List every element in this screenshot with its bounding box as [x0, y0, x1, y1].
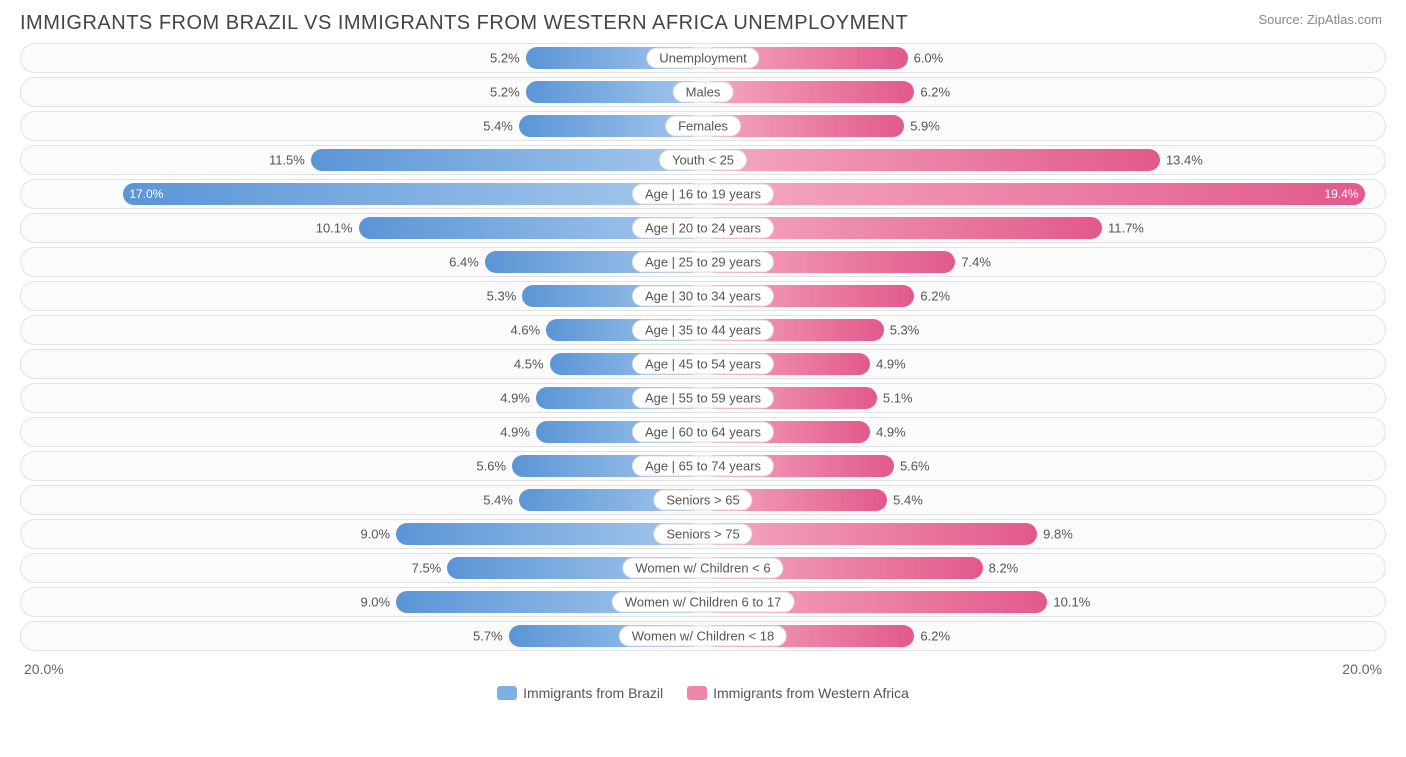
category-label: Age | 65 to 74 years	[632, 456, 774, 477]
bar-left-value: 7.5%	[412, 561, 442, 576]
category-label: Age | 20 to 24 years	[632, 218, 774, 239]
bar-right-value: 6.2%	[920, 289, 950, 304]
bar-right-value: 5.3%	[890, 323, 920, 338]
bar-row: 9.0% 10.1% Women w/ Children 6 to 17	[20, 587, 1386, 617]
bar-row: 5.6% 5.6% Age | 65 to 74 years	[20, 451, 1386, 481]
bar-right-value: 5.4%	[893, 493, 923, 508]
category-label: Age | 25 to 29 years	[632, 252, 774, 273]
category-label: Age | 16 to 19 years	[632, 184, 774, 205]
bar-row: 10.1% 11.7% Age | 20 to 24 years	[20, 213, 1386, 243]
bar-right-value: 7.4%	[961, 255, 991, 270]
bar-row: 4.9% 4.9% Age | 60 to 64 years	[20, 417, 1386, 447]
bar-left-value: 5.4%	[483, 119, 513, 134]
bar-right-value: 4.9%	[876, 425, 906, 440]
bar-left-value: 6.4%	[449, 255, 479, 270]
bar-right	[703, 81, 914, 103]
chart-source: Source: ZipAtlas.com	[1258, 12, 1382, 27]
bar-row: 5.3% 6.2% Age | 30 to 34 years	[20, 281, 1386, 311]
axis-left-label: 20.0%	[24, 661, 64, 677]
bar-right-value: 9.8%	[1043, 527, 1073, 542]
category-label: Women w/ Children < 6	[622, 558, 783, 579]
bar-right-value: 13.4%	[1166, 153, 1203, 168]
category-label: Youth < 25	[659, 150, 747, 171]
bar-right-value: 5.6%	[900, 459, 930, 474]
bar-right-value: 10.1%	[1053, 595, 1090, 610]
bar-right-value: 6.2%	[920, 85, 950, 100]
bar-right-value: 8.2%	[989, 561, 1019, 576]
category-label: Seniors > 65	[653, 490, 752, 511]
bar-row: 7.5% 8.2% Women w/ Children < 6	[20, 553, 1386, 583]
category-label: Age | 60 to 64 years	[632, 422, 774, 443]
bar-left	[311, 149, 703, 171]
bar-row: 4.5% 4.9% Age | 45 to 54 years	[20, 349, 1386, 379]
legend-item: Immigrants from Brazil	[497, 685, 663, 701]
category-label: Women w/ Children < 18	[619, 626, 787, 647]
bar-left-value: 5.4%	[483, 493, 513, 508]
bar-right-value: 5.1%	[883, 391, 913, 406]
bar-left-value: 5.6%	[476, 459, 506, 474]
bar-left-value: 11.5%	[269, 153, 305, 168]
bar-left-value: 4.9%	[500, 425, 530, 440]
bar-left-value: 9.0%	[360, 527, 390, 542]
chart-area: 5.2% 6.0% Unemployment 5.2% 6.2% Males 5.4% 5.9…	[0, 43, 1406, 703]
bar-left-value: 4.6%	[511, 323, 541, 338]
category-label: Males	[673, 82, 734, 103]
bar-row: 17.0% 19.4% Age | 16 to 19 years	[20, 179, 1386, 209]
category-label: Age | 45 to 54 years	[632, 354, 774, 375]
legend-swatch	[687, 686, 707, 700]
bar-right-value: 6.2%	[920, 629, 950, 644]
bar-left-value: 10.1%	[316, 221, 353, 236]
category-label: Seniors > 75	[653, 524, 752, 545]
axis-row: 20.0% 20.0%	[20, 655, 1386, 677]
bar-right-value: 5.9%	[910, 119, 940, 134]
bar-row: 4.9% 5.1% Age | 55 to 59 years	[20, 383, 1386, 413]
bar-left-value: 17.0%	[129, 187, 163, 201]
bar-left-value: 5.7%	[473, 629, 503, 644]
bar-row: 5.2% 6.2% Males	[20, 77, 1386, 107]
legend-item: Immigrants from Western Africa	[687, 685, 909, 701]
bar-left-value: 4.9%	[500, 391, 530, 406]
legend-label: Immigrants from Brazil	[523, 685, 663, 701]
bar-right: 19.4%	[703, 183, 1365, 205]
bar-right-value: 19.4%	[1325, 187, 1359, 201]
bar-left-value: 5.2%	[490, 85, 520, 100]
bar-row: 5.7% 6.2% Women w/ Children < 18	[20, 621, 1386, 651]
bar-row: 11.5% 13.4% Youth < 25	[20, 145, 1386, 175]
category-label: Females	[665, 116, 741, 137]
chart-header: IMMIGRANTS FROM BRAZIL VS IMMIGRANTS FRO…	[0, 0, 1406, 43]
bar-right-value: 11.7%	[1108, 221, 1144, 236]
category-label: Age | 30 to 34 years	[632, 286, 774, 307]
chart-title: IMMIGRANTS FROM BRAZIL VS IMMIGRANTS FRO…	[20, 12, 908, 35]
bar-row: 5.2% 6.0% Unemployment	[20, 43, 1386, 73]
legend-swatch	[497, 686, 517, 700]
bar-row: 4.6% 5.3% Age | 35 to 44 years	[20, 315, 1386, 345]
bar-left: 17.0%	[123, 183, 703, 205]
category-label: Age | 35 to 44 years	[632, 320, 774, 341]
bar-row: 9.0% 9.8% Seniors > 75	[20, 519, 1386, 549]
bar-left-value: 9.0%	[360, 595, 390, 610]
bar-left-value: 5.2%	[490, 51, 520, 66]
legend: Immigrants from Brazil Immigrants from We…	[20, 677, 1386, 703]
bar-right	[703, 149, 1160, 171]
legend-label: Immigrants from Western Africa	[713, 685, 909, 701]
category-label: Unemployment	[646, 48, 759, 69]
category-label: Women w/ Children 6 to 17	[612, 592, 795, 613]
bar-left-value: 5.3%	[487, 289, 517, 304]
bar-row: 5.4% 5.9% Females	[20, 111, 1386, 141]
bar-right-value: 6.0%	[914, 51, 944, 66]
bar-row: 5.4% 5.4% Seniors > 65	[20, 485, 1386, 515]
category-label: Age | 55 to 59 years	[632, 388, 774, 409]
axis-right-label: 20.0%	[1342, 661, 1382, 677]
bar-right-value: 4.9%	[876, 357, 906, 372]
bar-right	[703, 523, 1037, 545]
bar-left-value: 4.5%	[514, 357, 544, 372]
bar-row: 6.4% 7.4% Age | 25 to 29 years	[20, 247, 1386, 277]
